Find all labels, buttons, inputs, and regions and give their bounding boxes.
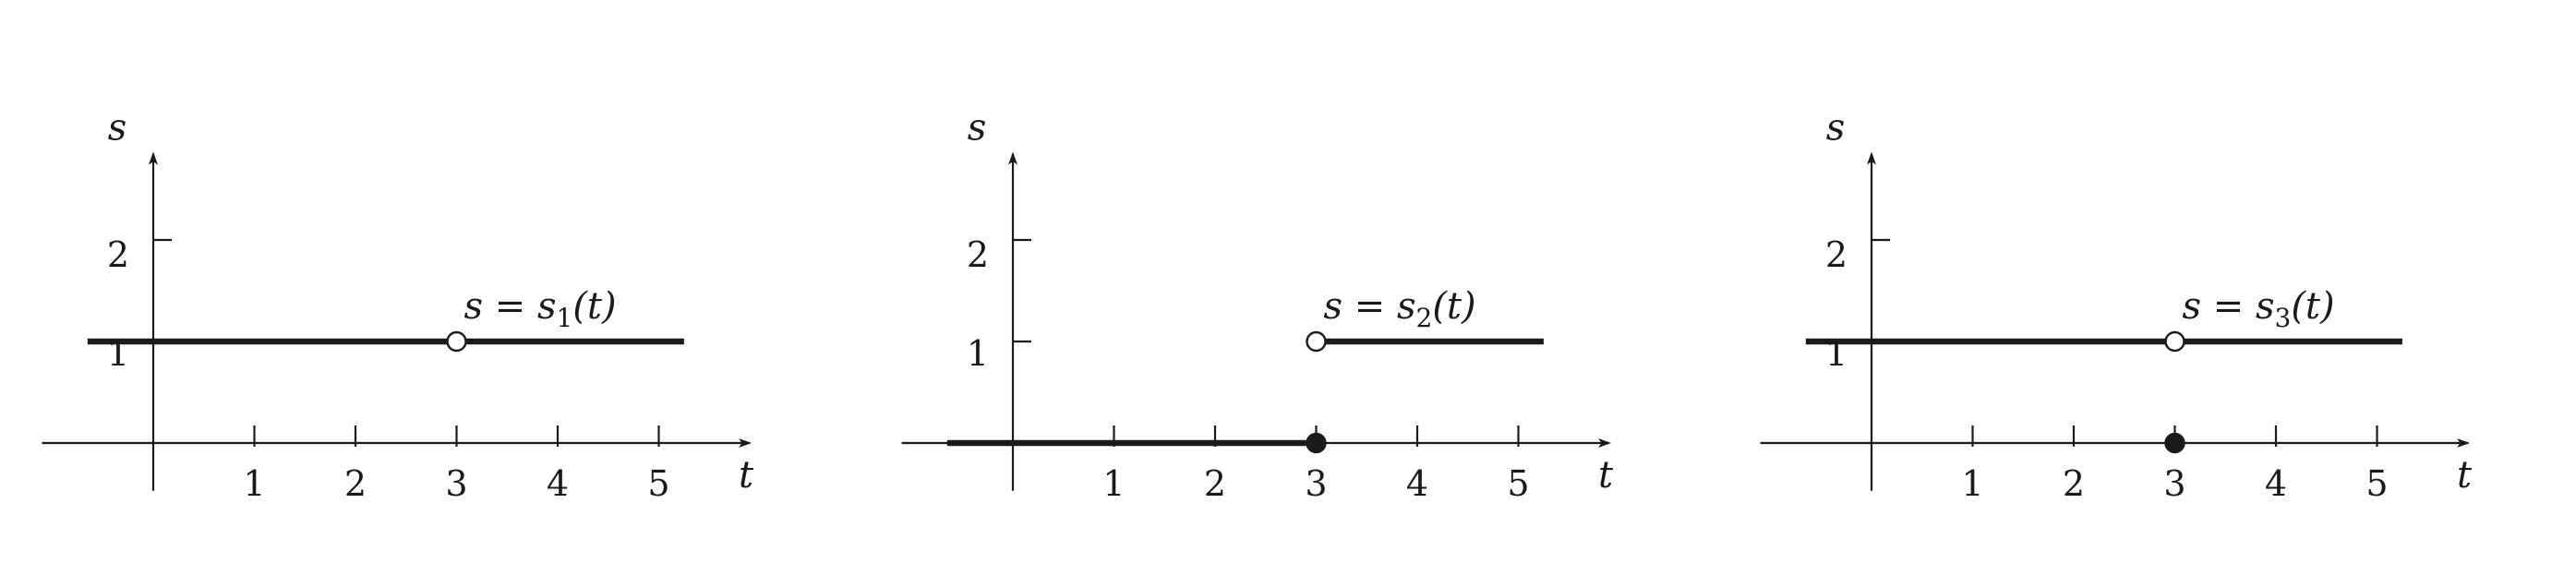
curve-label: s = s3(t)	[2183, 285, 2335, 333]
x-tick-label: 5	[2365, 463, 2388, 504]
open-point	[446, 330, 467, 353]
y-tick-label: 2	[967, 234, 989, 275]
x-tick-label: 1	[243, 463, 265, 504]
y-axis-label: s	[968, 107, 987, 150]
x-tick-label: 2	[1204, 463, 1226, 504]
x-axis-label: t	[1598, 454, 1614, 497]
x-tick-label: 2	[2063, 463, 2085, 504]
x-tick-label: 4	[2265, 463, 2287, 504]
y-axis-label: s	[108, 107, 127, 150]
filled-point	[2164, 432, 2185, 454]
x-tick-label: 1	[1961, 463, 1983, 504]
x-tick-label: 4	[1406, 463, 1428, 504]
x-tick-label: 3	[2163, 463, 2185, 504]
x-tick-label: 4	[547, 463, 569, 504]
y-tick-label: 2	[107, 234, 129, 275]
open-point	[1306, 330, 1327, 353]
x-tick-label: 5	[647, 463, 669, 504]
y-tick-label: 2	[1825, 234, 1848, 275]
x-axis-label: t	[2457, 454, 2473, 497]
open-point	[2164, 330, 2185, 353]
y-axis-label: s	[1826, 107, 1846, 150]
x-axis-label: t	[739, 454, 754, 497]
curve-label: s = s2(t)	[1324, 285, 1476, 333]
curve-label: s = s1(t)	[464, 285, 617, 333]
x-tick-label: 2	[344, 463, 367, 504]
x-tick-label: 3	[445, 463, 467, 504]
x-tick-label: 3	[1305, 463, 1327, 504]
y-tick-label: 1	[967, 333, 989, 374]
chart-panel-2: 1 2 3 4 5 1 2 t s s = s2(t)	[901, 107, 1614, 504]
filled-point	[1306, 432, 1327, 454]
x-tick-label: 1	[1102, 463, 1125, 504]
x-tick-label: 5	[1507, 463, 1529, 504]
